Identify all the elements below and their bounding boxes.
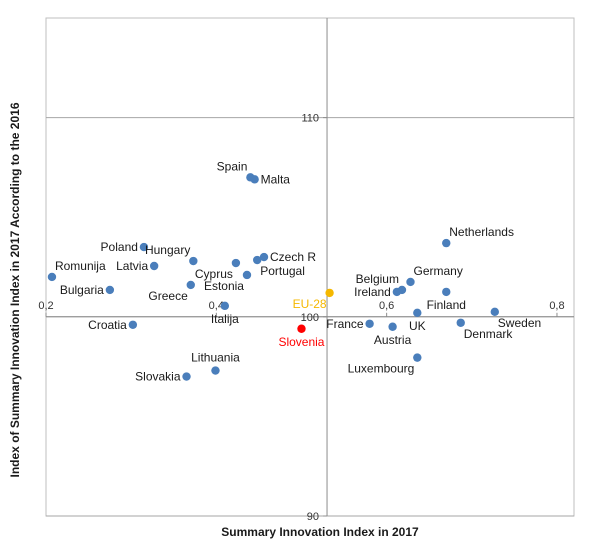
x-tick-label: 0,4 [209, 300, 224, 312]
point-label-belgium: Belgium [356, 272, 399, 286]
point-label-france: France [326, 317, 364, 331]
point-denmark [456, 318, 465, 327]
point-romunija [47, 272, 57, 282]
point-label-hungary: Hungary [145, 243, 190, 257]
point-label-croatia: Croatia [88, 318, 127, 332]
points-layer [47, 173, 499, 381]
point-label-sweden: Sweden [498, 316, 541, 330]
point-label-italija: Italija [211, 312, 239, 326]
y-tick-label: 90 [307, 511, 319, 523]
x-axis-title: Summary Innovation Index in 2017 [221, 525, 419, 539]
point-label-eu-28: EU-28 [293, 297, 327, 311]
point-label-romunija: Romunija [55, 259, 106, 273]
point-bulgaria [105, 285, 115, 295]
point-label-poland: Poland [101, 240, 138, 254]
point-latvia [149, 261, 159, 271]
point-label-greece: Greece [148, 289, 188, 303]
point-sweden [490, 307, 499, 317]
x-tick-label: 0,2 [38, 300, 53, 312]
point-label-lithuania: Lithuania [191, 351, 240, 365]
point-label-latvia: Latvia [116, 259, 148, 273]
point-poland [139, 242, 149, 252]
point-croatia [128, 320, 138, 329]
y-axis-title: Index of Summary Innovation Index in 201… [8, 102, 22, 477]
point-label-cyprus: Cyprus [195, 267, 233, 281]
point-label-bulgaria: Bulgaria [60, 283, 104, 297]
labels-layer: Romunija Bulgaria Croatia Poland Latvia Hunga… [55, 159, 541, 383]
x-tick-label: 0,8 [549, 300, 564, 312]
point-label-slovenia: Slovenia [278, 335, 324, 349]
point-estonia [242, 270, 252, 280]
point-portugal [253, 255, 262, 265]
point-greece [186, 280, 195, 290]
point-netherlands [442, 238, 451, 248]
point-label-czech-r: Czech R [270, 250, 316, 264]
point-label-denmark: Denmark [464, 327, 514, 341]
x-tick-label: 0,6 [379, 300, 394, 312]
point-slovakia [182, 372, 191, 381]
point-italija [220, 301, 230, 311]
point-finland [442, 287, 451, 297]
point-slovenia [297, 324, 306, 333]
point-label-portugal: Portugal [260, 264, 305, 278]
point-eu-28 [325, 288, 334, 298]
point-label-ireland: Ireland [354, 285, 391, 299]
point-cyprus [231, 258, 241, 268]
point-malta [250, 175, 259, 184]
y-tick-label: 110 [301, 113, 319, 125]
point-luxembourg [413, 353, 422, 362]
point-austria [388, 322, 397, 331]
point-label-malta: Malta [261, 172, 291, 186]
point-hungary [189, 256, 198, 266]
point-uk [413, 308, 422, 318]
point-label-luxembourg: Luxembourg [348, 362, 415, 376]
point-germany [406, 277, 415, 287]
point-label-finland: Finland [427, 298, 466, 312]
point-label-spain: Spain [217, 159, 248, 173]
point-label-germany: Germany [413, 264, 462, 278]
point-lithuania [211, 366, 220, 375]
point-czech-r [259, 252, 269, 262]
y-tick-label: 100 [301, 312, 319, 324]
point-label-uk: UK [409, 319, 426, 333]
point-label-slovakia: Slovakia [135, 370, 181, 384]
axes-layer: 0,2 0,4 0,6 0,8 90 100 110 [38, 18, 574, 523]
point-label-austria: Austria [374, 333, 412, 347]
point-label-estonia: Estonia [204, 279, 244, 293]
point-france [365, 319, 374, 328]
point-belgium [397, 285, 407, 295]
point-label-netherlands: Netherlands [449, 225, 514, 239]
